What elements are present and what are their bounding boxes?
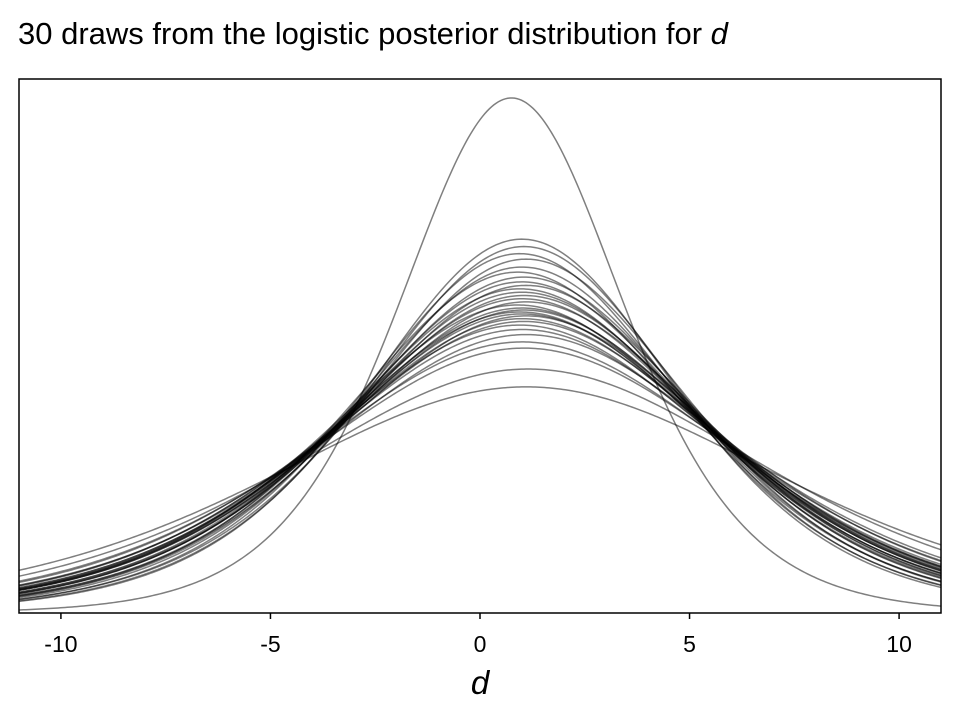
series-line-3 <box>18 245 942 602</box>
chart-title-main: 30 draws from the logistic posterior dis… <box>18 16 711 51</box>
x-axis-label: d <box>471 664 491 701</box>
x-tick-label: 10 <box>886 631 912 657</box>
series-line-20 <box>18 313 942 590</box>
series-line-23 <box>18 320 942 589</box>
series-line-5 <box>18 258 942 601</box>
series-line-1 <box>18 97 942 611</box>
x-axis-ticks: -10 -5 0 5 10 <box>44 613 912 657</box>
series-line-28 <box>18 347 942 582</box>
series-line-14 <box>18 297 942 593</box>
x-tick-label: 5 <box>683 631 696 657</box>
series-line-2 <box>18 238 942 603</box>
curves-group <box>18 97 942 611</box>
series-line-30 <box>18 386 942 572</box>
series-line-27 <box>18 341 942 584</box>
series-line-29 <box>18 368 942 577</box>
chart-title-variable: d <box>711 16 730 51</box>
plot-frame <box>18 78 942 614</box>
x-tick-label: -10 <box>44 631 77 657</box>
series-line-4 <box>18 252 942 601</box>
x-tick-label: -5 <box>260 631 280 657</box>
chart-title: 30 draws from the logistic posterior dis… <box>18 16 730 51</box>
x-tick-label: 0 <box>474 631 487 657</box>
series-line-6 <box>18 266 942 599</box>
